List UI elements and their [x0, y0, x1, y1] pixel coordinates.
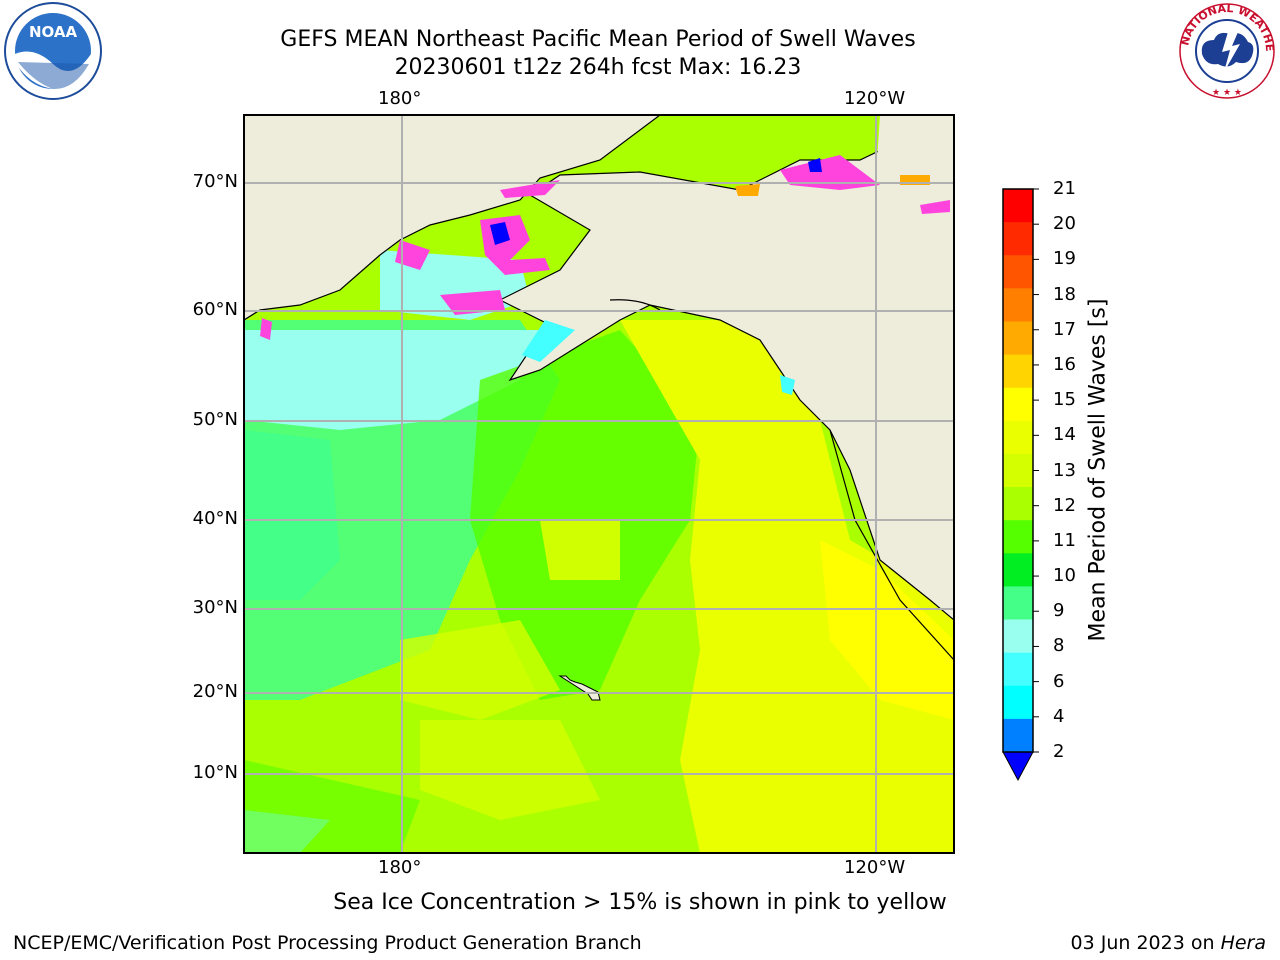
colorbar-segment — [1003, 321, 1033, 356]
footer-left: NCEP/EMC/Verification Post Processing Pr… — [13, 932, 642, 954]
lat-label-10n: 10°N — [192, 762, 238, 783]
chart-title: GEFS MEAN Northeast Pacific Mean Period … — [280, 27, 916, 52]
colorbar-tick-label: 19 — [1053, 248, 1076, 270]
bristol-bay — [522, 320, 575, 362]
colorbar-segment — [1003, 453, 1033, 488]
sea-ice-beaufort — [780, 155, 880, 190]
colorbar-segment — [1003, 553, 1033, 587]
colorbar-segment — [1003, 354, 1033, 389]
svg-text:★ ★ ★: ★ ★ ★ — [1212, 88, 1242, 98]
colorbar-tick-label: 10 — [1053, 565, 1076, 587]
colorbar — [1002, 188, 1039, 782]
lat-label-40n: 40°N — [192, 508, 238, 529]
colorbar-segment — [1003, 520, 1033, 554]
ocean-zone-low-west — [244, 430, 340, 600]
colorbar-tick-label: 9 — [1053, 600, 1065, 622]
footer-right: 03 Jun 2023 on Hera — [1071, 932, 1266, 954]
colorbar-segment — [1003, 586, 1033, 621]
lon-label-top-180: 180° — [378, 88, 422, 109]
land-siberia — [244, 115, 661, 321]
colorbar-segment — [1003, 255, 1033, 289]
colorbar-segment — [1003, 652, 1033, 687]
colorbar-segment — [1003, 420, 1033, 455]
map-area — [244, 115, 954, 853]
lat-label-20n: 20°N — [192, 681, 238, 702]
ocean-zone-cyan — [244, 330, 540, 430]
colorbar-tick-label: 20 — [1053, 213, 1076, 235]
colorbar-segment — [1003, 189, 1033, 223]
colorbar-tick-label: 2 — [1053, 741, 1065, 762]
colorbar-tick-label: 13 — [1053, 459, 1076, 481]
lat-label-30n: 30°N — [192, 597, 238, 618]
noaa-logo: NOAA — [4, 2, 102, 100]
colorbar-tick-label: 21 — [1053, 178, 1076, 199]
nws-logo: NATIONAL WEATHER SERVICE ★ ★ ★ — [1174, 0, 1276, 100]
ocean-zone-green — [470, 330, 700, 700]
lat-label-70n: 70°N — [192, 171, 238, 192]
lon-label-top-120w: 120°W — [844, 88, 906, 109]
ocean-zone-yellow — [620, 320, 954, 853]
colorbar-tick-label: 11 — [1053, 529, 1076, 551]
lat-label-50n: 50°N — [192, 409, 238, 430]
land-north-america — [860, 115, 954, 560]
ocean-zone-high — [820, 540, 954, 720]
graticule — [244, 115, 954, 853]
lat-label-60n: 60°N — [192, 299, 238, 320]
colorbar-under-arrow — [1002, 751, 1034, 782]
colorbar-segment — [1003, 619, 1033, 654]
footer-host: Hera — [1220, 932, 1266, 954]
colorbar-segment — [1003, 288, 1033, 322]
noaa-logo-text: NOAA — [29, 23, 78, 41]
footer-date: 03 Jun 2023 on — [1070, 932, 1221, 954]
sea-ice-note: Sea Ice Concentration > 15% is shown in … — [333, 890, 947, 915]
land-alaska-canada — [498, 115, 954, 621]
colorbar-segment — [1003, 718, 1033, 753]
colorbar-tick-label: 18 — [1053, 283, 1076, 305]
colorbar-segment — [1003, 387, 1033, 422]
chart-subtitle: 20230601 t12z 264h fcst Max: 16.23 — [394, 55, 802, 80]
colorbar-tick-label: 8 — [1053, 635, 1065, 657]
colorbar-tick-label: 6 — [1053, 670, 1065, 692]
colorbar-tick-label: 16 — [1053, 353, 1076, 375]
colorbar-tick-label: 14 — [1053, 424, 1076, 446]
colorbar-tick-label: 17 — [1053, 318, 1076, 340]
colorbar-segment — [1003, 685, 1033, 720]
colorbar-segment — [1003, 222, 1033, 256]
colorbar-tick-label: 4 — [1053, 705, 1065, 727]
lon-label-bottom-120w: 120°W — [844, 857, 906, 878]
colorbar-title: Mean Period of Swell Waves [s] — [1085, 298, 1111, 642]
colorbar-tick-label: 12 — [1053, 494, 1076, 516]
colorbar-tick-label: 15 — [1053, 389, 1076, 411]
colorbar-segment — [1003, 487, 1033, 521]
lon-label-bottom-180: 180° — [378, 857, 422, 878]
map-frame — [243, 114, 955, 854]
